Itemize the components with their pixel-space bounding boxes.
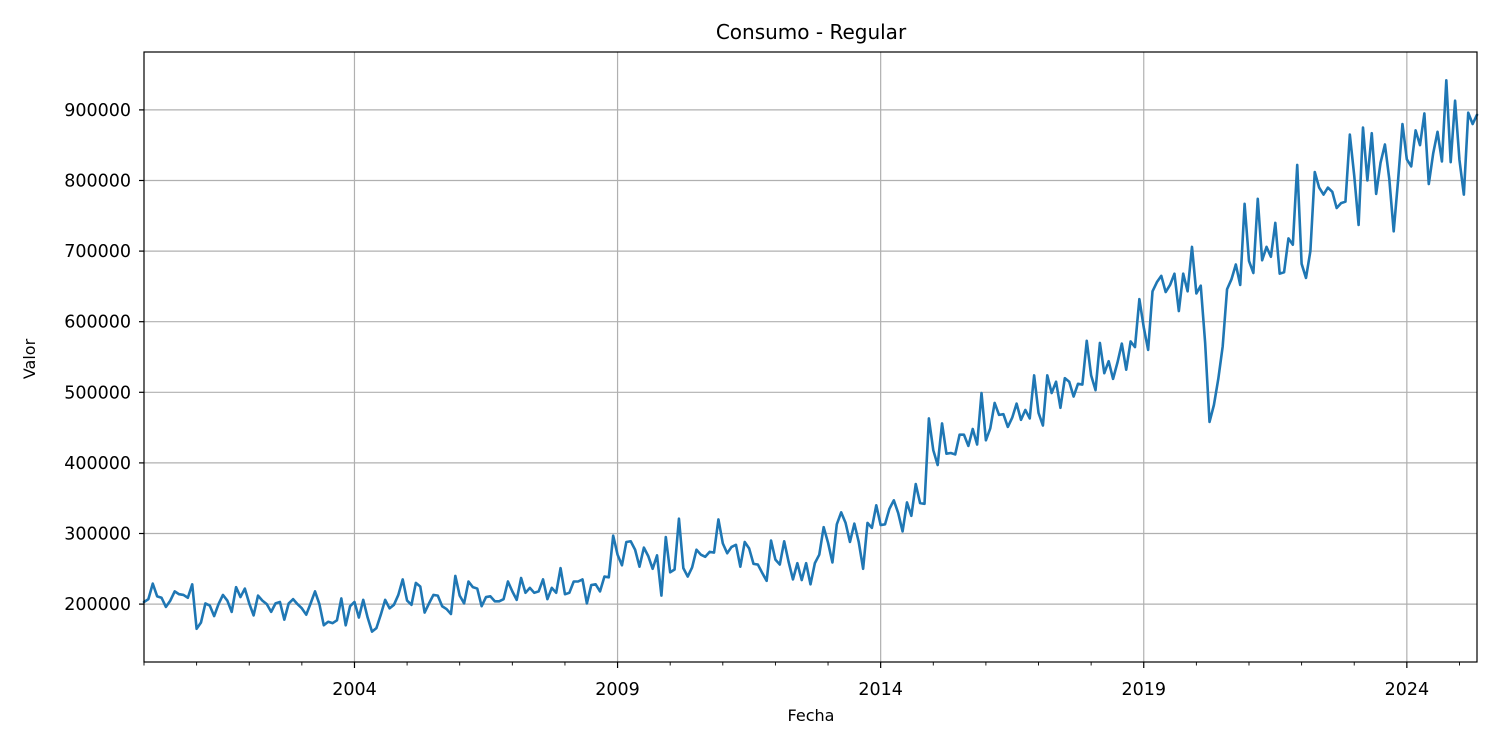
x-tick-label: 2014 [858, 680, 903, 700]
y-tick-label: 500000 [64, 383, 131, 403]
y-tick-label: 300000 [64, 525, 131, 545]
x-axis-label: Fecha [788, 706, 835, 725]
y-tick-label: 900000 [64, 101, 131, 121]
y-tick-label: 600000 [64, 313, 131, 333]
series-line [142, 78, 1479, 633]
y-axis-label: Valor [20, 338, 39, 379]
plot-frame [143, 51, 1478, 663]
y-tick-label: 700000 [64, 242, 131, 262]
y-tick-label: 400000 [64, 454, 131, 474]
y-tick-label: 200000 [64, 595, 131, 615]
series-layer [142, 78, 1479, 633]
x-tick-label: 2024 [1385, 680, 1430, 700]
x-tick-label: 2009 [595, 680, 640, 700]
chart-title: Consumo - Regular [716, 20, 907, 44]
axes: 200000 300000 400000 500000 600000 700000 8000… [64, 51, 1478, 700]
grid [144, 52, 1477, 662]
x-tick-label: 2004 [332, 680, 377, 700]
x-tick-label: 2019 [1121, 680, 1166, 700]
y-tick-label: 800000 [64, 171, 131, 191]
